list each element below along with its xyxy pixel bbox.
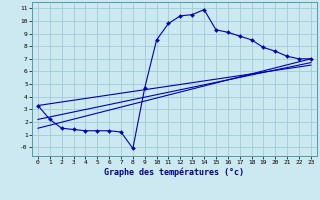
X-axis label: Graphe des températures (°c): Graphe des températures (°c)	[104, 168, 244, 177]
